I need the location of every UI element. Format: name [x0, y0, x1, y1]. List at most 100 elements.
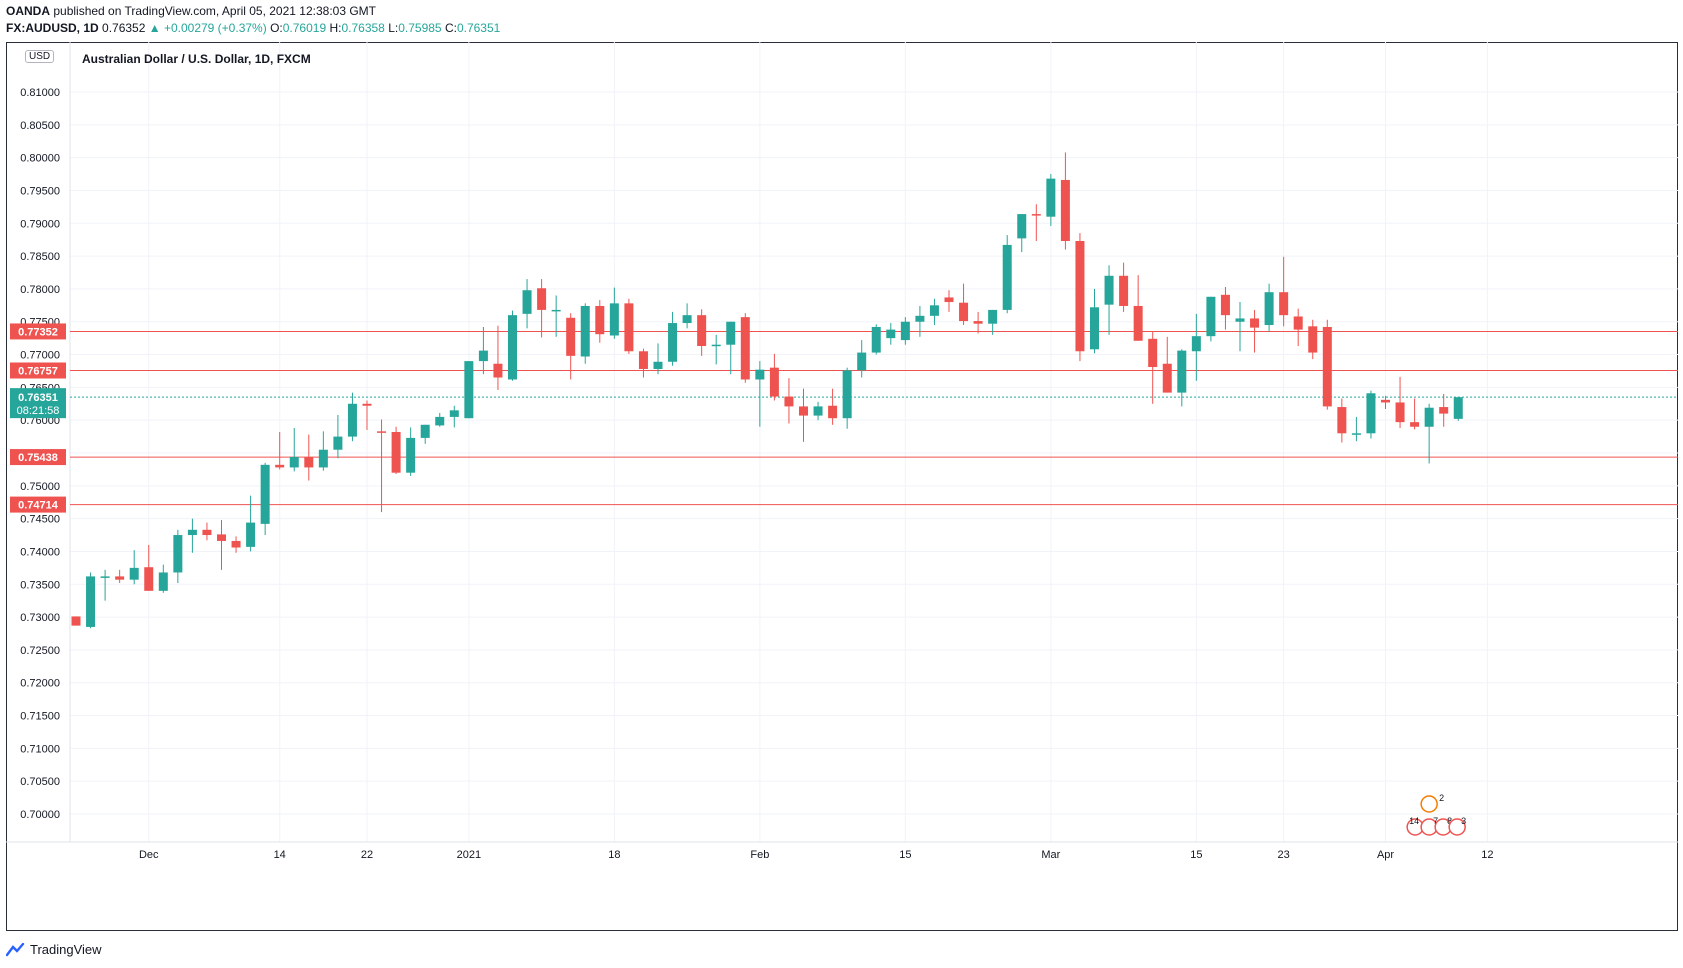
candle-body — [420, 424, 430, 438]
candle-body — [638, 351, 648, 369]
event-count-label: 14 — [1409, 816, 1419, 826]
footer-brand-text: TradingView — [30, 942, 102, 957]
candle-body — [551, 309, 561, 312]
x-tick-label: 15 — [1190, 849, 1202, 861]
publish-header: OANDA published on TradingView.com, Apri… — [6, 4, 376, 18]
candle-body — [755, 369, 765, 380]
candlestick-chart[interactable]: 0.70000 0.70500 0.71000 0.71500 0.72000 0.725… — [6, 42, 1678, 931]
candle-body — [86, 576, 96, 627]
last-price: 0.76352 — [102, 21, 146, 35]
candle-body — [1453, 397, 1463, 419]
candle-body — [289, 456, 299, 468]
candle-body — [1293, 316, 1303, 330]
candle-body — [900, 321, 910, 341]
y-tick-label: 0.80000 — [20, 153, 60, 165]
price-change: ▲ +0.00279 (+0.37%) — [148, 21, 267, 35]
y-tick-label: 0.73000 — [20, 612, 60, 624]
candle-body — [449, 410, 459, 417]
candle-body — [740, 317, 750, 380]
candle-body — [1439, 407, 1449, 414]
candle-body — [813, 406, 823, 416]
countdown-label: 08:21:58 — [17, 405, 60, 417]
high-label: H: — [329, 21, 342, 35]
currency-badge[interactable]: USD — [25, 50, 55, 63]
high-value: 0.76358 — [341, 21, 385, 35]
candle-body — [1351, 433, 1361, 435]
candle-body — [508, 315, 517, 380]
x-tick-label: 22 — [361, 849, 373, 861]
candle-body — [1366, 393, 1376, 434]
candle-body — [1308, 326, 1318, 353]
candle-body — [144, 567, 154, 591]
candle-body — [1264, 292, 1274, 326]
candle-body — [828, 405, 838, 419]
candle-body — [173, 535, 183, 573]
candle-body — [493, 363, 503, 378]
tradingview-logo-icon — [6, 942, 25, 956]
price-level-label: 0.76757 — [18, 365, 58, 377]
candle-body — [1177, 350, 1187, 393]
close-label: C: — [444, 21, 457, 35]
candle-body — [71, 616, 81, 626]
candle-body — [784, 396, 794, 407]
x-tick-label: 12 — [1481, 849, 1493, 861]
current-price-label: 0.76351 — [18, 392, 58, 404]
candle-body — [391, 431, 401, 473]
x-tick-label: Mar — [1041, 849, 1060, 861]
y-tick-label: 0.74500 — [20, 514, 60, 526]
candle-body — [187, 529, 197, 536]
candle-body — [115, 576, 125, 580]
candle-body — [929, 305, 939, 316]
y-tick-label: 0.79000 — [20, 218, 60, 230]
chart-title: Australian Dollar / U.S. Dollar, 1D, FXC… — [82, 52, 311, 66]
candle-body — [1337, 407, 1347, 434]
event-flag-icon — [1420, 795, 1438, 813]
candle-body — [1017, 214, 1027, 239]
x-tick-label: 15 — [899, 849, 911, 861]
candle-body — [217, 534, 226, 541]
candle-body — [580, 305, 590, 357]
candle-body — [1162, 363, 1172, 393]
candle-body — [1395, 402, 1405, 423]
ohlc-legend: FX:AUDUSD, 1D 0.76352 ▲ +0.00279 (+0.37%… — [6, 21, 500, 35]
y-tick-label: 0.72000 — [20, 678, 60, 690]
candle-body — [1002, 244, 1012, 310]
x-tick-label: 14 — [274, 849, 286, 861]
x-tick-label: Feb — [750, 849, 769, 861]
y-tick-label: 0.79500 — [20, 185, 60, 197]
candle-body — [347, 403, 357, 437]
candle-body — [1191, 336, 1201, 352]
candle-body — [1410, 422, 1420, 427]
candle-body — [711, 344, 721, 347]
event-count-label: 3 — [1461, 816, 1466, 826]
candle-body — [973, 321, 983, 324]
candle-body — [959, 302, 969, 322]
symbol-label: FX:AUDUSD, 1D — [6, 21, 99, 35]
candle-body — [260, 464, 270, 524]
candle-body — [304, 456, 314, 468]
candle-body — [522, 290, 532, 314]
candle-body — [682, 315, 692, 324]
low-value: 0.75985 — [398, 21, 442, 35]
candle-body — [1046, 178, 1056, 217]
candle-body — [653, 361, 663, 369]
candle-body — [275, 464, 285, 468]
y-tick-label: 0.77000 — [20, 350, 60, 362]
candle-body — [1424, 407, 1434, 427]
candle-body — [1235, 318, 1245, 322]
candle-body — [624, 303, 634, 352]
y-tick-label: 0.71500 — [20, 711, 60, 723]
candle-body — [435, 416, 445, 426]
candle-body — [537, 288, 547, 310]
y-tick-label: 0.70500 — [20, 776, 60, 788]
price-level-badge — [10, 496, 66, 513]
chart-frame — [6, 42, 1678, 931]
price-level-badge — [10, 362, 66, 379]
candle-body — [1250, 318, 1260, 328]
open-value: 0.76019 — [282, 21, 327, 35]
price-level-badge — [10, 449, 66, 466]
event-count-label: 2 — [1439, 793, 1444, 803]
price-level-badge — [10, 323, 66, 340]
candle-body — [1279, 292, 1289, 316]
current-price-badge — [10, 388, 66, 419]
